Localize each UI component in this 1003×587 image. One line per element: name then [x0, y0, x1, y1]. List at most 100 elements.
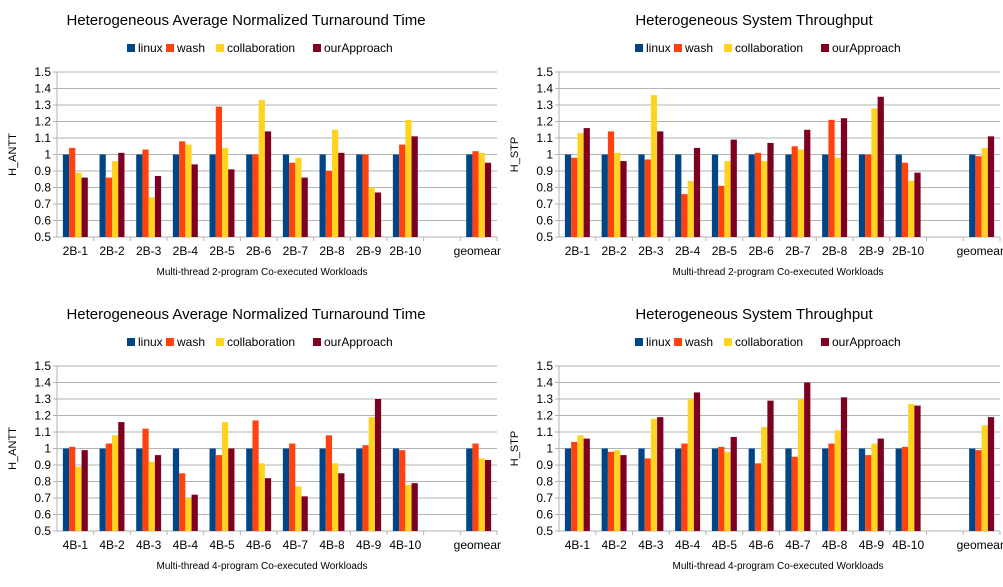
y-tick-label: 0.7 [536, 197, 553, 211]
bar-ourApproach [583, 438, 590, 531]
bar-linux [895, 154, 902, 237]
bar-collaboration [981, 147, 988, 237]
bar-wash [289, 443, 296, 531]
legend-item-ourApproach: ourApproach [821, 335, 901, 349]
bar-collaboration [614, 152, 621, 237]
y-tick-label: 1 [44, 148, 51, 162]
legend-item-wash: wash [166, 335, 205, 349]
bar-linux [711, 154, 719, 237]
bar-linux [822, 154, 829, 237]
y-tick-label: 0.5 [536, 524, 553, 538]
y-tick-label: 1.5 [34, 65, 51, 79]
legend-label: wash [684, 335, 713, 349]
bar-collaboration [112, 435, 119, 531]
bar-ourApproach [767, 142, 774, 237]
chart-svg: Heterogeneous Average Normalized Turnaro… [7, 306, 501, 572]
legend-label: collaboration [227, 41, 295, 55]
bar-collaboration [614, 450, 621, 531]
x-tick-label: 4B-8 [822, 538, 848, 552]
bar-ourApproach [301, 177, 308, 237]
chart-panel-antt-2program: Heterogeneous Average Normalized Turnaro… [0, 0, 501, 293]
bar-wash [865, 455, 872, 531]
legend-label: collaboration [735, 41, 803, 55]
bar-wash [142, 149, 149, 237]
bar-wash [644, 458, 651, 531]
bar-collaboration [650, 95, 658, 237]
legend-label: linux [138, 41, 163, 55]
bar-ourApproach [914, 172, 921, 237]
x-tick-label: 4B-4 [675, 538, 701, 552]
y-tick-label: 0.7 [34, 491, 51, 505]
legend-item-linux: linux [635, 41, 671, 55]
legend-label: ourApproach [832, 335, 901, 349]
bar-linux [601, 448, 608, 531]
y-tick-label: 1.2 [536, 409, 553, 423]
bar-linux [785, 448, 792, 531]
bar-linux [969, 448, 976, 531]
bar-linux [172, 154, 180, 237]
bar-ourApproach [840, 118, 848, 237]
bar-collaboration [112, 161, 119, 237]
bar-wash [644, 159, 651, 237]
bar-wash [828, 119, 835, 237]
y-tick-label: 0.6 [536, 508, 553, 522]
y-tick-label: 1.1 [34, 131, 51, 145]
bar-collaboration [871, 443, 878, 531]
bar-collaboration [258, 463, 265, 531]
legend-item-collaboration: collaboration [724, 335, 803, 349]
bar-collaboration [222, 147, 229, 237]
bar-linux [282, 154, 290, 237]
bar-ourApproach [338, 152, 345, 237]
x-tick-label: 4B-1 [565, 538, 591, 552]
bar-ourApproach [657, 417, 664, 531]
bar-linux [466, 448, 473, 531]
bar-wash [179, 141, 186, 237]
bar-linux [711, 448, 719, 531]
bar-linux [356, 448, 363, 531]
bar-ourApproach [301, 496, 308, 531]
bar-collaboration [405, 484, 412, 531]
y-tick-label: 1.4 [536, 376, 553, 390]
bar-ourApproach [914, 405, 921, 531]
bar-linux [564, 154, 572, 237]
bar-wash [718, 185, 725, 237]
y-axis-label: H_STP [509, 137, 521, 172]
legend-label: ourApproach [324, 335, 393, 349]
y-tick-label: 0.6 [34, 508, 51, 522]
y-tick-label: 0.9 [536, 458, 553, 472]
legend-item-wash: wash [674, 335, 713, 349]
legend-label: wash [176, 335, 205, 349]
x-tick-label: geomean [454, 538, 501, 552]
bar-wash [105, 443, 112, 531]
bar-collaboration [148, 197, 155, 237]
bar-ourApproach [81, 177, 88, 237]
bar-ourApproach [374, 192, 382, 237]
bar-linux [62, 154, 70, 237]
x-tick-label: 4B-7 [785, 538, 811, 552]
x-axis-label: Multi-thread 2-program Co-executed Workl… [156, 267, 367, 278]
legend-item-wash: wash [674, 41, 713, 55]
y-tick-label: 1.1 [34, 425, 51, 439]
y-tick-label: 0.6 [536, 214, 553, 228]
y-tick-label: 1 [546, 442, 553, 456]
y-tick-label: 1.3 [536, 98, 553, 112]
bar-collaboration [761, 161, 768, 237]
x-tick-label: 2B-8 [822, 244, 848, 258]
legend-item-collaboration: collaboration [216, 335, 295, 349]
bar-collaboration [724, 161, 731, 237]
y-tick-label: 1 [44, 442, 51, 456]
bar-collaboration [724, 451, 731, 531]
y-tick-label: 1.2 [536, 115, 553, 129]
chart-panel-stp-4program: Heterogeneous System Throughput linux wash… [502, 294, 1003, 587]
bar-linux [209, 448, 216, 531]
bar-collaboration [185, 498, 192, 531]
bar-linux [356, 154, 363, 237]
bar-wash [828, 443, 835, 531]
legend-label: linux [646, 41, 671, 55]
bar-ourApproach [191, 164, 198, 237]
y-tick-label: 0.6 [34, 214, 51, 228]
x-tick-label: 2B-3 [136, 244, 162, 258]
bar-wash [975, 450, 982, 531]
x-tick-label: 2B-7 [785, 244, 811, 258]
bar-collaboration [75, 466, 82, 531]
